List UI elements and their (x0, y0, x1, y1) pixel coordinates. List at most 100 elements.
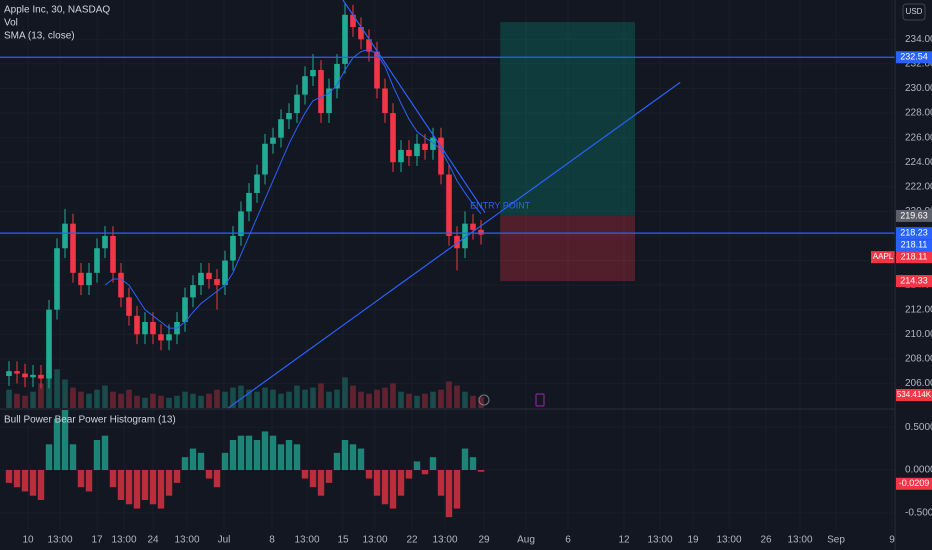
histogram-bar (405, 470, 413, 479)
y-tick-label: 206.00 (905, 378, 932, 389)
volume-bar (438, 389, 444, 408)
candle-body (406, 149, 412, 157)
x-tick-label: 8 (269, 535, 275, 546)
volume-bar (30, 391, 36, 408)
histogram-bar (413, 461, 421, 470)
volume-bar (22, 395, 28, 408)
histogram-bar (77, 470, 85, 488)
volume-label: 534.414K (897, 390, 932, 399)
symbol-tag: AAPL (873, 252, 894, 261)
histogram-bar (285, 440, 293, 470)
volume-bar (214, 389, 220, 408)
candle-body (198, 272, 204, 286)
x-tick-label: 13:00 (787, 535, 812, 546)
volume-bar (454, 385, 460, 408)
candle-body (158, 334, 164, 341)
volume-bar (254, 391, 260, 408)
volume-legend: Vol (4, 18, 18, 29)
currency-button[interactable] (902, 3, 926, 21)
x-tick-label: 9 (889, 535, 895, 546)
candle-body (390, 113, 396, 163)
volume-bar (398, 391, 404, 408)
candle-body (102, 235, 108, 249)
histogram-bar (13, 470, 21, 488)
x-tick-label: 13:00 (647, 535, 672, 546)
x-tick-label: 13:00 (362, 535, 387, 546)
volume-bar (38, 383, 44, 408)
volume-bar (310, 387, 316, 408)
histogram-bar (93, 440, 101, 470)
candle-body (38, 374, 44, 379)
price-label: 218.11 (901, 240, 928, 250)
currency-label[interactable]: USD (906, 7, 923, 16)
histogram-bar (373, 470, 381, 496)
candle-body (54, 248, 60, 310)
volume-bar (190, 393, 196, 408)
histogram-bar (229, 440, 237, 470)
candle-body (238, 211, 244, 236)
volume-bar (422, 393, 428, 408)
earnings-icon[interactable] (535, 393, 545, 407)
candle-body (326, 88, 332, 114)
candle-body (70, 223, 76, 273)
histogram-bar (453, 470, 461, 509)
symbol-title: Apple Inc, 30, NASDAQ (4, 5, 110, 16)
price-label-box (896, 239, 932, 252)
candle-body (478, 229, 484, 235)
histogram-bar (397, 470, 405, 496)
x-tick-label: 6 (565, 535, 571, 546)
histogram-bar (357, 448, 365, 470)
y-tick-label: 208.00 (905, 353, 932, 364)
volume-bar (390, 383, 396, 408)
histogram-bar (461, 448, 469, 470)
y-tick-label: 212.00 (905, 304, 932, 315)
histogram-bar (181, 457, 189, 470)
histogram-bar (189, 448, 197, 470)
candle-body (350, 14, 356, 28)
candle-body (358, 27, 364, 40)
histogram-bar (213, 470, 221, 488)
candle-body (214, 278, 220, 286)
candle-body (142, 321, 148, 335)
histogram-bar (149, 470, 157, 505)
candle-body (366, 39, 372, 52)
volume-bar (334, 389, 340, 408)
candle-body (454, 235, 460, 249)
candle-body (430, 137, 436, 150)
symbol-tag-box (871, 251, 895, 264)
volume-bar (382, 387, 388, 408)
candle-body (206, 272, 212, 279)
histogram-bar (21, 470, 29, 492)
candle-body (262, 143, 268, 175)
profit-zone (500, 22, 635, 216)
y-tick-label: 228.00 (905, 108, 932, 119)
candle-body (78, 272, 84, 286)
candle-body (270, 137, 276, 144)
y-tick-label: 210.00 (905, 329, 932, 340)
volume-bar (374, 389, 380, 408)
price-label: 219.63 (900, 210, 928, 220)
indicator-label-box (896, 477, 932, 490)
indicator-label: -0.0209 (899, 478, 930, 488)
volume-bar (230, 387, 236, 408)
histogram-bar (437, 470, 445, 496)
histogram-bar (245, 435, 253, 470)
event-icon[interactable] (478, 394, 490, 406)
histogram-bar (5, 470, 13, 483)
candle-body (310, 70, 316, 77)
histogram-bar (29, 470, 37, 496)
x-tick-label: Aug (517, 535, 535, 546)
volume-bar (94, 389, 100, 408)
volume-bar (14, 393, 20, 408)
volume-bar (366, 393, 372, 408)
candle-body (62, 223, 68, 249)
x-tick-label: 10 (22, 535, 34, 546)
price-label: 218.11 (901, 252, 928, 262)
volume-bar (430, 391, 436, 408)
histogram-bar (101, 435, 109, 470)
volume-bar (302, 389, 308, 408)
volume-bar (270, 389, 276, 408)
histogram-bar (325, 470, 333, 483)
